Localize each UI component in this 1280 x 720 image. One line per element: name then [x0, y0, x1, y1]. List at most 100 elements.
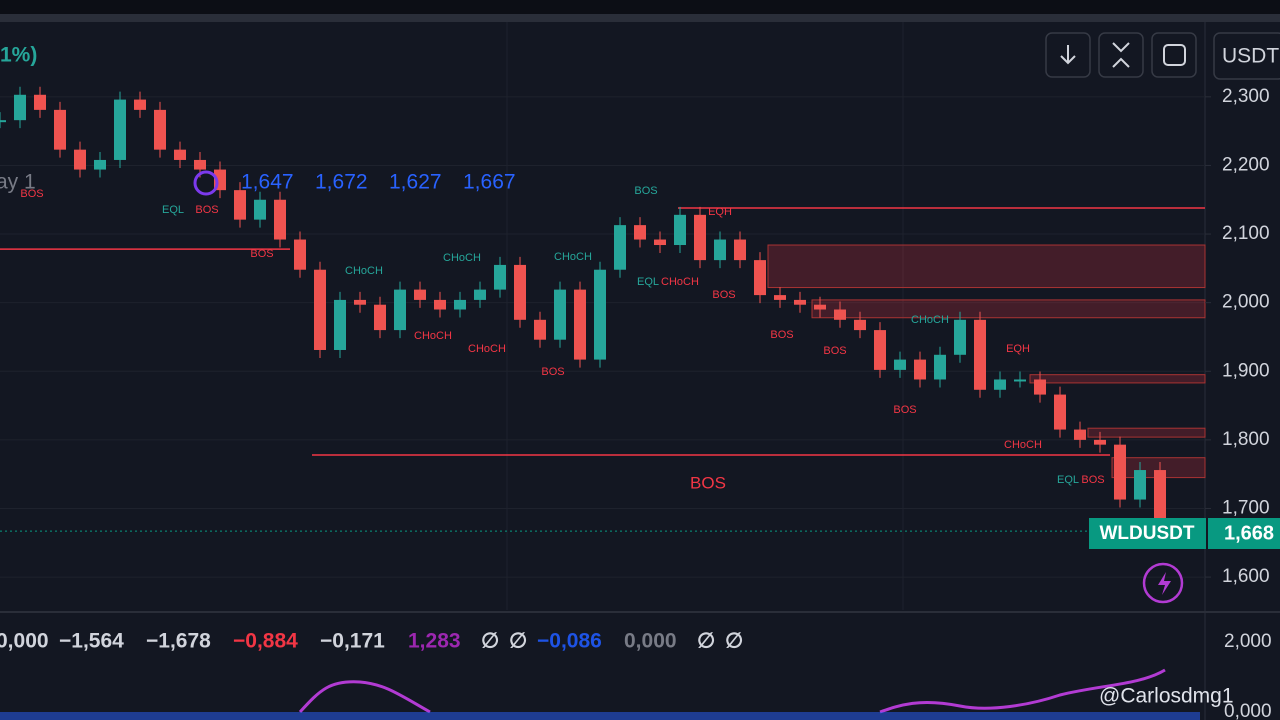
candle	[354, 299, 366, 305]
annotation: BOS	[195, 204, 218, 216]
candle	[94, 159, 106, 170]
candle	[934, 354, 946, 380]
candle	[34, 94, 46, 110]
indicator-value: −0,171	[320, 630, 385, 653]
symbol: WLDUSDT	[1100, 523, 1195, 544]
candle	[334, 299, 346, 350]
candle	[994, 379, 1006, 390]
indicator-value: −1,564	[59, 630, 124, 653]
replay-icon[interactable]	[193, 170, 219, 196]
candle	[114, 99, 126, 160]
separator	[0, 14, 1280, 22]
indicator-value: 0,000	[0, 630, 49, 653]
candle	[654, 239, 666, 246]
symbol-tag	[1089, 518, 1206, 549]
candle	[754, 260, 766, 296]
candle	[1094, 439, 1106, 445]
watermark: @Carlosdmg1	[1099, 685, 1234, 708]
candle	[474, 289, 486, 300]
toolbar: USDT	[1045, 32, 1280, 80]
candle	[874, 330, 886, 370]
candle	[894, 359, 906, 370]
collapse-icon	[1112, 42, 1130, 68]
candle	[494, 264, 506, 290]
candle	[594, 269, 606, 360]
annotation: EQH	[708, 206, 732, 218]
candle	[194, 159, 206, 170]
candle	[834, 309, 846, 320]
zone	[811, 299, 1206, 319]
candle	[234, 190, 246, 220]
candle	[394, 289, 406, 331]
ohlc-value: 1,627	[389, 171, 442, 194]
indicator-value: ∅	[509, 630, 527, 653]
annotation: CHoCH	[345, 265, 383, 277]
candle	[1014, 379, 1026, 382]
ohlc-values: 1,647 1,672 1,627 1,667	[241, 171, 516, 194]
last-price: 1,668	[1224, 522, 1274, 544]
indicator-axis-label: 0,000	[1224, 701, 1272, 720]
candle	[814, 304, 826, 310]
annotation: BOS	[823, 345, 846, 357]
candle	[714, 239, 726, 261]
annotation: CHoCH	[661, 276, 699, 288]
annotation: BOS	[634, 185, 657, 197]
indicator-axis-label: 2,000	[1224, 631, 1272, 652]
change-text: 1%)	[0, 44, 37, 67]
candle	[0, 120, 6, 123]
candle	[1134, 470, 1146, 500]
indicator-value: −0,884	[233, 630, 298, 653]
candle	[634, 225, 646, 240]
candle	[434, 299, 446, 310]
indicator-line	[298, 668, 1166, 714]
candle	[534, 319, 546, 340]
collapse-button[interactable]	[1098, 32, 1144, 78]
candle	[1114, 444, 1126, 500]
indicator-value: ∅	[697, 630, 715, 653]
candle	[294, 239, 306, 270]
annotation: BOS	[1081, 474, 1104, 486]
candle	[274, 199, 286, 240]
indicator-value: −0,086	[537, 630, 602, 653]
candle	[854, 319, 866, 331]
candle	[134, 99, 146, 110]
ohlc-value: 1,667	[463, 171, 516, 194]
candle	[614, 225, 626, 270]
indicator-value: 1,283	[408, 630, 461, 653]
indicator-values: 0,000 −1,564 −1,678 −0,884 −0,171 1,283 ∅ ∅ −0,0…	[0, 630, 743, 653]
currency-button[interactable]	[1213, 32, 1280, 80]
annotation: BOS	[893, 404, 916, 416]
annotation: BOS	[541, 366, 564, 378]
indicator-value: −1,678	[146, 630, 211, 653]
ohlc-value: 1,647	[241, 171, 294, 194]
candle	[154, 109, 166, 150]
alert-icon[interactable]	[1142, 562, 1184, 604]
zone	[767, 244, 1206, 289]
annotation: BOS	[770, 329, 793, 341]
annotation: CHoCH	[1004, 439, 1042, 451]
indicator-bars	[0, 712, 1200, 720]
candle	[514, 264, 526, 320]
indicator-value: 0,000	[624, 630, 677, 653]
y-tick-label: 1,900	[1222, 360, 1270, 381]
annotation: CHoCH	[468, 343, 506, 355]
candle	[554, 289, 566, 340]
y-tick-label: 2,200	[1222, 154, 1270, 175]
annotation: EQL	[162, 204, 184, 216]
candle	[914, 359, 926, 380]
y-tick-label: 1,700	[1222, 497, 1270, 518]
candle	[974, 319, 986, 390]
grid	[506, 22, 904, 610]
candle	[1154, 470, 1166, 532]
fullscreen-button[interactable]	[1151, 32, 1197, 78]
candle	[1054, 394, 1066, 430]
currency: USDT	[1222, 45, 1279, 68]
annotation: EQL	[637, 276, 659, 288]
annotation: BOS	[20, 188, 43, 200]
annotation: CHoCH	[554, 251, 592, 263]
candle	[574, 289, 586, 360]
y-tick-label: 1,600	[1222, 566, 1270, 587]
candle	[674, 214, 686, 246]
annotation: BOS	[712, 289, 735, 301]
